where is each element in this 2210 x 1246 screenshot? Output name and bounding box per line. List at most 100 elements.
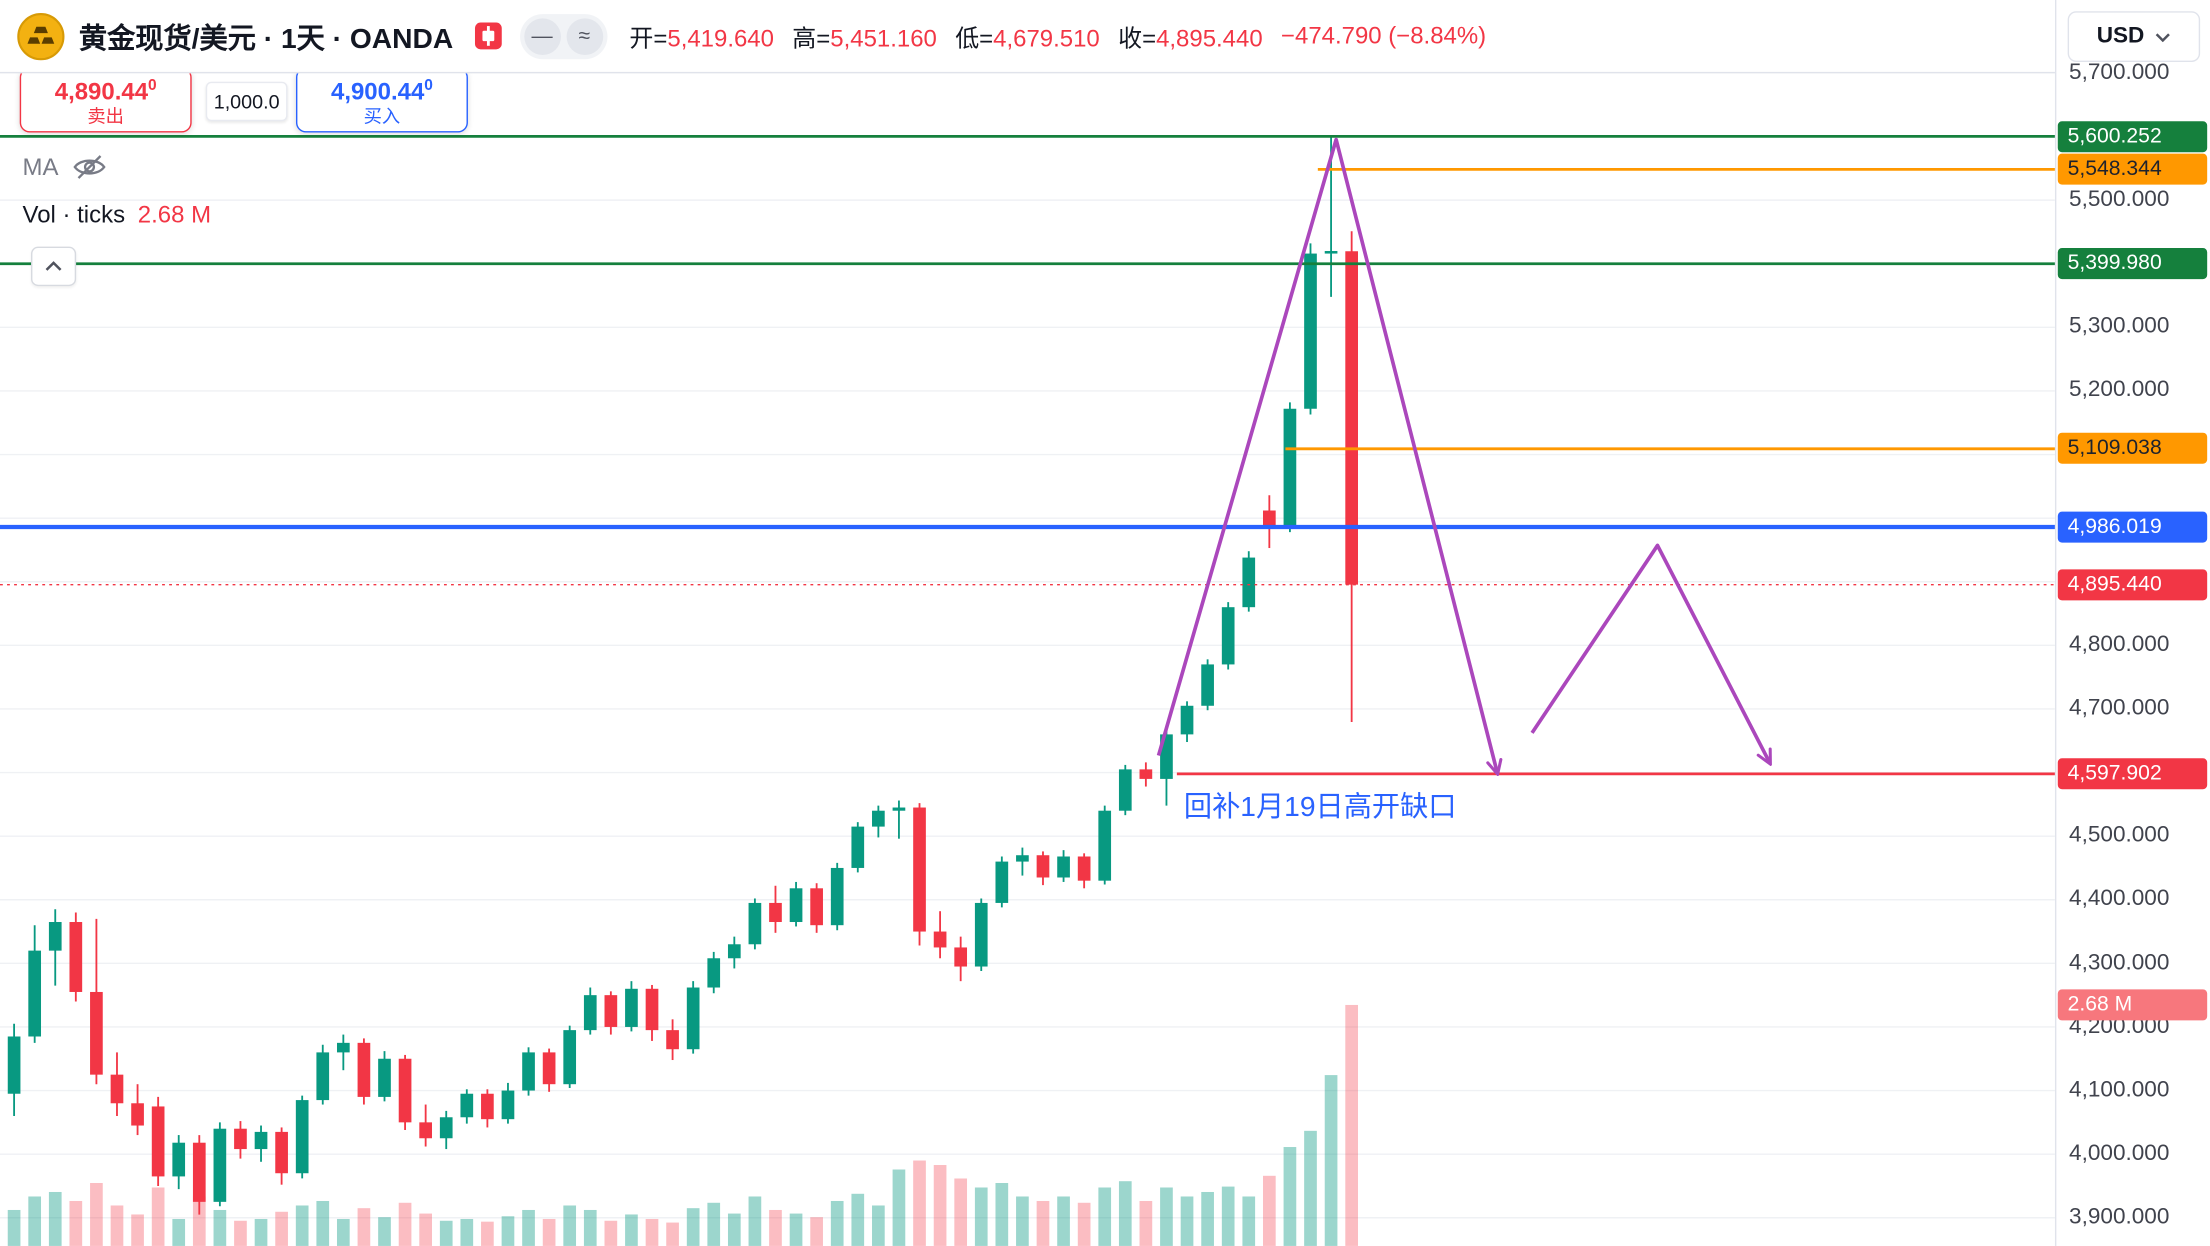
candle-body [769,902,782,923]
axis-tick: 4,000.000 [2069,1141,2170,1166]
candle-body [234,1128,247,1150]
vol-label[interactable]: Vol · ticks [22,201,126,229]
volume-bar [1283,1147,1297,1246]
volume-bar [974,1187,988,1246]
candle-body [727,944,741,959]
candle-style-icon[interactable] [473,21,503,51]
volume-bar [172,1218,186,1246]
volume-bar [481,1221,494,1246]
volume-label-chip: 2.68 M [2057,989,2208,1021]
collapse-button[interactable] [31,246,77,287]
candle-body [666,1030,679,1050]
volume-bar [851,1193,865,1246]
candle-body [1221,607,1235,665]
axis-tick: 4,300.000 [2069,950,2170,975]
buy-label: 买入 [363,106,401,128]
vol-value: 2.68 M [137,201,212,229]
candle-body [830,867,844,926]
ohlc-item: 低=4,679.510 [955,25,1100,53]
volume-bar [28,1196,42,1246]
volume-bar [378,1217,391,1246]
candle-body [90,991,103,1075]
candle-body [707,958,721,988]
volume-bar [254,1218,268,1246]
volume-bar [7,1209,21,1246]
volume-bar [1345,1004,1358,1246]
candle-body [1118,769,1132,811]
candle-body [851,826,865,868]
volume-bar [810,1217,823,1246]
volume-indicator-row: Vol · ticks 2.68 M [23,202,211,230]
candle-body [460,1093,474,1118]
candle-body [1201,664,1214,706]
volume-bar [954,1178,968,1246]
trend-arrow[interactable] [1530,543,1769,761]
price-axis[interactable]: USD 5,700.000 5,500.000 5,300.000 5,200.000… [2054,0,2210,1246]
axis-tick: 5,500.000 [2069,187,2170,212]
candle-body [398,1058,412,1123]
buy-button[interactable]: 4,900.440 买入 [295,67,468,133]
volume-bar [769,1209,782,1246]
candle-body [28,950,42,1037]
volume-bar [275,1211,288,1246]
volume-bar [131,1214,144,1246]
volume-bar [357,1208,371,1246]
ohlc-item: 开=5,419.640 [629,25,774,53]
candle-body [131,1103,144,1126]
volume-bar [1160,1187,1173,1246]
candle-body [645,988,659,1031]
volume-bar [213,1209,227,1246]
volume-bar [398,1202,412,1246]
gold-symbol-logo[interactable] [17,12,65,60]
volume-bar [439,1220,453,1246]
axis-tick: 5,300.000 [2069,314,2170,339]
volume-bar [90,1182,103,1246]
volume-bar [872,1205,885,1246]
volume-bar [1077,1202,1091,1246]
chart-canvas[interactable] [0,73,2055,1246]
chart-toggle-pill: — ≈ [519,13,607,59]
candle-body [1242,557,1256,608]
sell-button[interactable]: 4,890.440 卖出 [19,67,192,133]
spread-value: 1,000.0 [205,81,288,122]
candle-body [542,1052,556,1085]
volume-bar [542,1218,556,1246]
trend-arrow[interactable] [1156,137,1497,771]
candle-body [481,1093,494,1120]
sell-price: 4,890.440 [54,77,157,105]
candle-body [913,807,926,932]
volume-bar [830,1200,844,1246]
ma-label[interactable]: MA [22,152,59,180]
candle-body [69,922,83,992]
candle-body [48,922,62,951]
wave-toggle-icon[interactable]: ≈ [565,17,603,55]
chart-header: 黄金现货/美元 · 1天 · OANDA — ≈ 开=5,419.640 高=5,… [0,0,2055,74]
volume-bar [666,1222,679,1246]
chevron-up-icon [45,261,62,271]
volume-bar [892,1169,906,1246]
volume-bar [1098,1187,1112,1246]
candle-body [7,1036,21,1094]
eye-off-icon[interactable] [71,152,106,182]
volume-bar [151,1187,165,1246]
gap-annotation[interactable]: 回补1月19日高开缺口 [1183,792,1457,824]
volume-bar [583,1209,597,1246]
candle-body [275,1131,288,1174]
candle-body [995,861,1009,903]
axis-tick: 4,100.000 [2069,1077,2170,1102]
volume-bar [1304,1130,1317,1246]
candle-body [1036,855,1050,878]
axis-tick: 4,400.000 [2069,887,2170,912]
line-toggle-icon[interactable]: — [523,17,561,55]
volume-bar [913,1160,926,1246]
candle-body [316,1052,330,1101]
currency-dropdown[interactable]: USD [2067,11,2201,63]
axis-tick: 4,500.000 [2069,823,2170,848]
volume-bar [1242,1196,1256,1246]
volume-bar [1139,1200,1153,1246]
candle-body [748,902,762,945]
sell-label: 卖出 [87,106,125,128]
candle-body [686,987,700,1050]
symbol-title[interactable]: 黄金现货/美元 · 1天 · OANDA [78,23,454,55]
volume-bar [1036,1200,1050,1246]
